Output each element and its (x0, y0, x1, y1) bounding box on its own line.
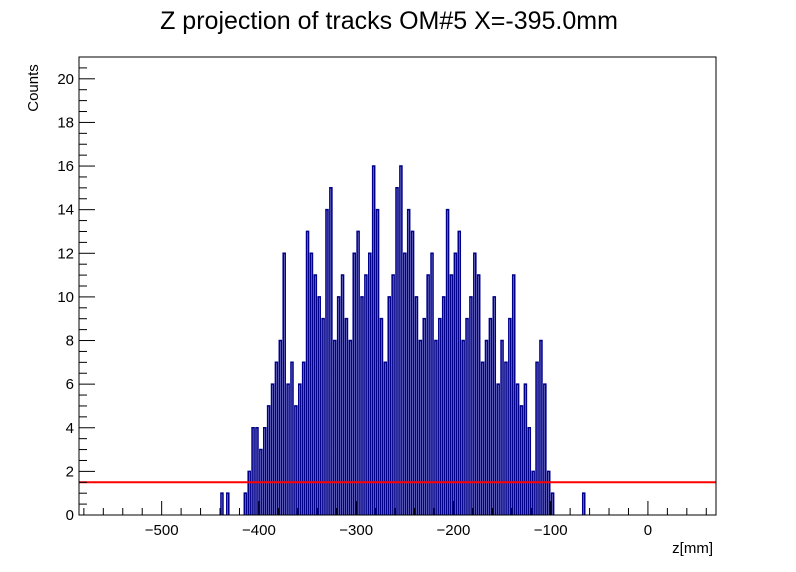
y-tick-label: 2 (66, 463, 74, 480)
y-tick-label: 18 (57, 114, 74, 131)
chart-title: Z projection of tracks OM#5 X=-395.0mm (160, 7, 618, 35)
y-tick-label: 4 (66, 420, 74, 437)
y-tick-label: 0 (66, 507, 74, 524)
histogram-series (220, 165, 586, 515)
y-tick-label: 14 (57, 202, 74, 219)
x-tick-label: −200 (437, 522, 471, 539)
y-tick-label: 12 (57, 245, 74, 262)
y-tick-label: 6 (66, 376, 74, 393)
x-tick-label: −300 (339, 522, 373, 539)
y-axis-label: Counts (25, 64, 42, 112)
chart-marks: −500 −400 −300 −200 −100 0 0 2 4 6 8 10 12 14 16 18 20 (57, 56, 716, 539)
y-tick-label: 16 (57, 158, 74, 175)
x-tick-label: 0 (644, 522, 652, 539)
y-tick-label: 10 (57, 289, 74, 306)
x-tick-label: −100 (534, 522, 568, 539)
y-tick-label: 20 (57, 71, 74, 88)
y-tick-label: 8 (66, 333, 74, 350)
x-tick-label: −400 (242, 522, 276, 539)
plot-frame (78, 56, 717, 516)
x-axis-label: z[mm] (672, 540, 713, 557)
x-tick-label: −500 (145, 522, 179, 539)
